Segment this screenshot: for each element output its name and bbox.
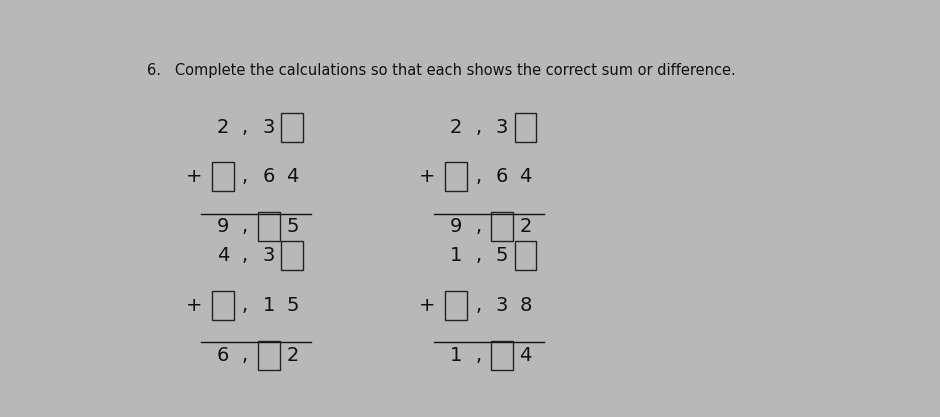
Text: 5: 5 (286, 296, 299, 315)
Bar (514, 113, 537, 141)
Text: 3: 3 (263, 118, 275, 137)
Text: ,: , (242, 346, 248, 364)
Text: ,: , (242, 246, 248, 265)
Text: 3: 3 (496, 118, 509, 137)
Text: 5: 5 (286, 217, 299, 236)
Text: 6: 6 (217, 346, 229, 364)
Text: ,: , (475, 118, 481, 137)
Bar (281, 113, 304, 141)
Text: +: + (419, 296, 435, 315)
Bar (212, 291, 234, 320)
Text: 2: 2 (217, 118, 229, 137)
Bar (258, 212, 280, 241)
Bar (281, 241, 304, 270)
Text: ,: , (475, 217, 481, 236)
Text: 2: 2 (286, 346, 299, 364)
Bar (446, 163, 467, 191)
Text: ,: , (475, 167, 481, 186)
Bar (492, 212, 513, 241)
Text: ,: , (242, 167, 248, 186)
Text: ,: , (475, 246, 481, 265)
Text: +: + (186, 296, 202, 315)
Bar (446, 291, 467, 320)
Text: 9: 9 (217, 217, 229, 236)
Text: 8: 8 (519, 296, 532, 315)
Text: +: + (186, 167, 202, 186)
Text: 6: 6 (496, 167, 509, 186)
Text: ,: , (242, 118, 248, 137)
Bar (514, 241, 537, 270)
Text: 1: 1 (450, 246, 462, 265)
Text: 6: 6 (263, 167, 275, 186)
Text: 3: 3 (263, 246, 275, 265)
Text: ,: , (475, 346, 481, 364)
Bar (258, 341, 280, 369)
Text: 4: 4 (519, 167, 532, 186)
Text: 6.   Complete the calculations so that each shows the correct sum or difference.: 6. Complete the calculations so that eac… (147, 63, 735, 78)
Text: +: + (419, 167, 435, 186)
Bar (492, 341, 513, 369)
Text: 4: 4 (217, 246, 229, 265)
Text: 9: 9 (450, 217, 462, 236)
Text: 2: 2 (519, 217, 532, 236)
Text: 3: 3 (496, 296, 509, 315)
Text: 4: 4 (286, 167, 299, 186)
Text: ,: , (242, 296, 248, 315)
Text: 1: 1 (450, 346, 462, 364)
Bar (212, 163, 234, 191)
Text: ,: , (475, 296, 481, 315)
Text: 5: 5 (496, 246, 509, 265)
Text: 1: 1 (263, 296, 275, 315)
Text: 4: 4 (519, 346, 532, 364)
Text: 2: 2 (450, 118, 462, 137)
Text: ,: , (242, 217, 248, 236)
